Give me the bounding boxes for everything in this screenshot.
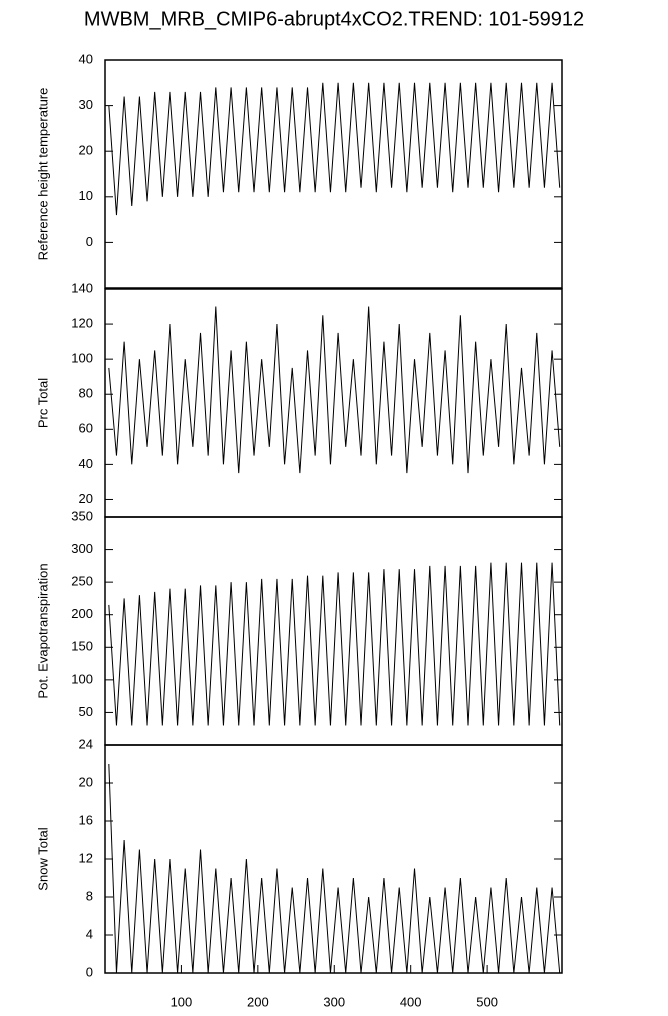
panel-frame [104,59,563,289]
data-line [108,763,561,974]
x-tick-label: 300 [323,994,345,1009]
y-tick-label: 8 [86,888,93,903]
y-tick-label: 0 [86,964,93,979]
y-axis-label: Pot. Evapotranspiration [35,563,50,698]
y-tick-label: 0 [86,234,93,249]
y-tick-label: 24 [79,736,93,751]
y-tick-label: 4 [86,926,93,941]
y-tick-label: 140 [71,280,93,295]
y-tick-label: 20 [79,143,93,158]
data-line [108,562,561,726]
x-tick-label: 200 [247,994,269,1009]
y-tick-label: 150 [71,639,93,654]
x-tick-label: 100 [171,994,193,1009]
y-axis-label: Snow Total [35,827,50,890]
data-line [108,82,561,216]
y-tick-label: 80 [79,386,93,401]
y-tick-label: 350 [71,508,93,523]
y-tick-label: 16 [79,812,93,827]
y-axis-label: Prc Total [35,378,50,428]
y-tick-label: 20 [79,774,93,789]
y-tick-label: 40 [79,51,93,66]
y-tick-label: 120 [71,316,93,331]
y-tick-label: 100 [71,351,93,366]
y-tick-label: 300 [71,541,93,556]
y-tick-label: 10 [79,188,93,203]
y-tick-label: 20 [79,491,93,506]
y-axis-label: Reference height temperature [35,88,50,261]
y-tick-label: 50 [79,704,93,719]
y-tick-label: 12 [79,850,93,865]
y-tick-label: 100 [71,671,93,686]
x-tick-label: 500 [476,994,498,1009]
y-tick-label: 30 [79,97,93,112]
y-tick-label: 250 [71,574,93,589]
y-tick-label: 200 [71,606,93,621]
y-tick-label: 60 [79,421,93,436]
data-line [108,306,561,474]
y-tick-label: 40 [79,456,93,471]
chart-title: MWBM_MRB_CMIP6-abrupt4xCO2.TREND: 101-59… [84,8,584,30]
x-tick-label: 400 [400,994,422,1009]
